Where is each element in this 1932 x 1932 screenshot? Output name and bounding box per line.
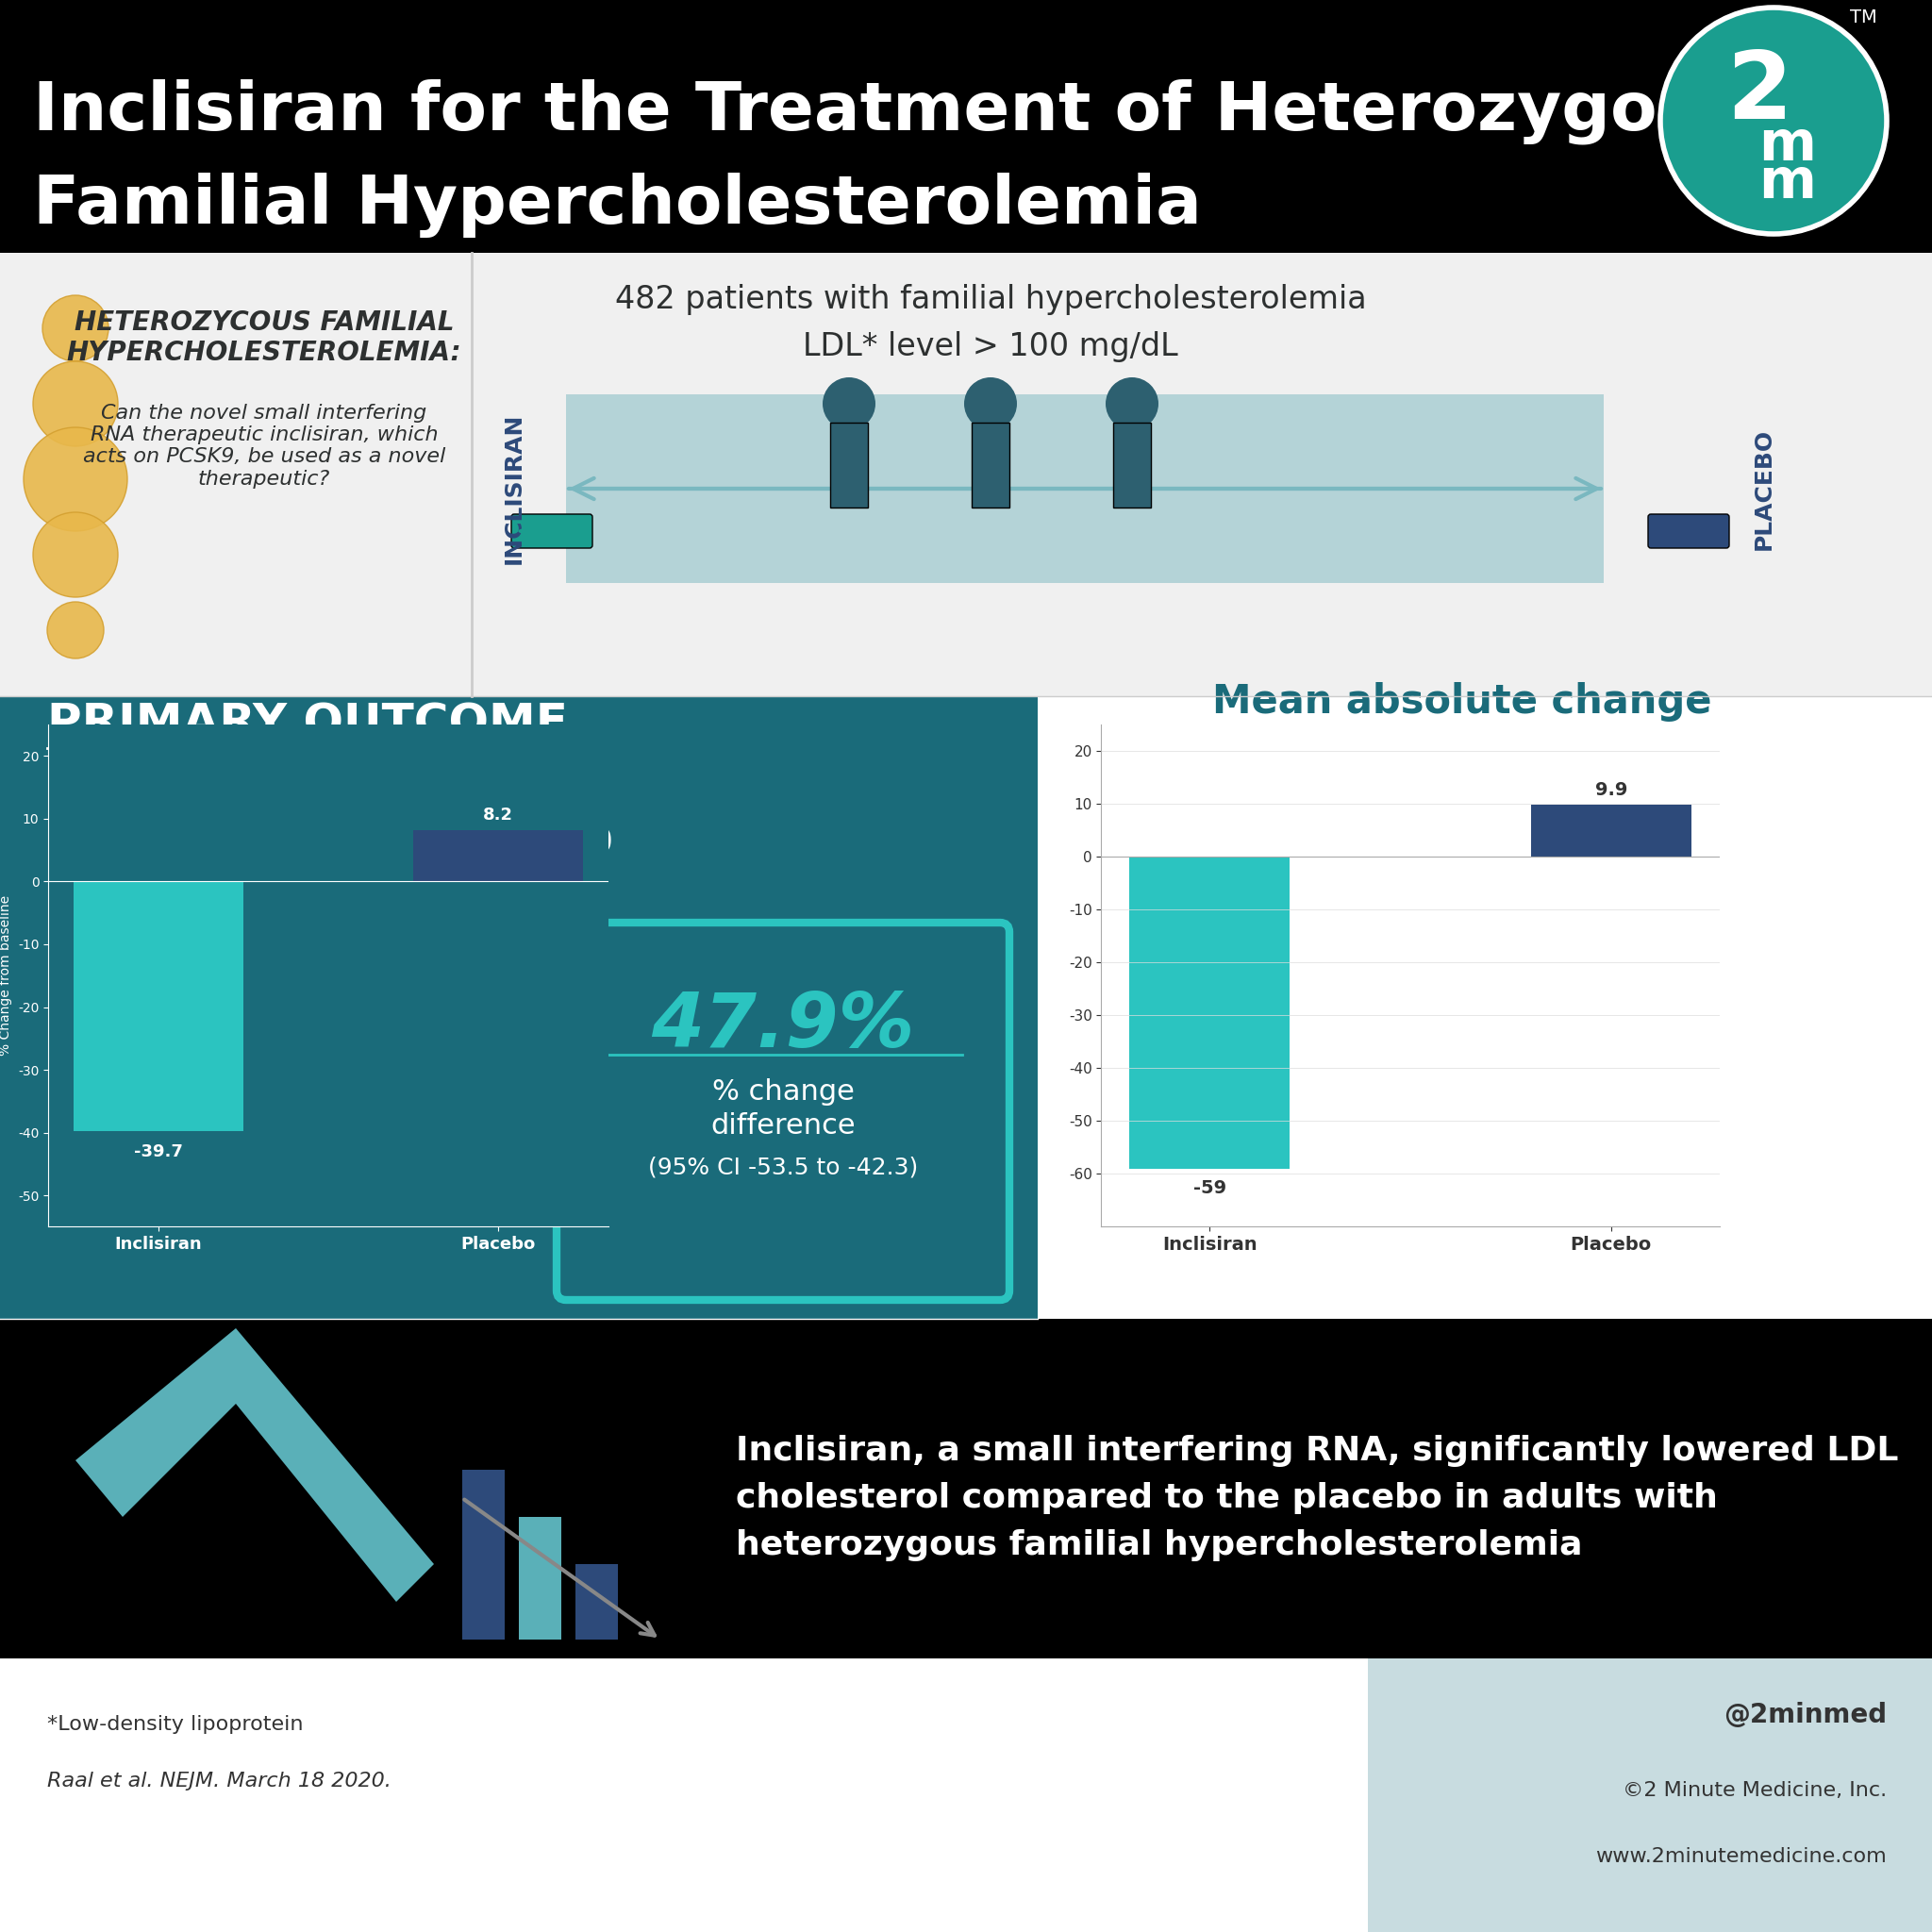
Circle shape: [1105, 377, 1159, 431]
Text: 8.2: 8.2: [483, 808, 514, 823]
Text: % Change from baseline of the: % Change from baseline of the: [46, 784, 574, 815]
Bar: [1130, 856, 1291, 1169]
Text: 9.9: 9.9: [1596, 781, 1627, 800]
Text: heterozygous familial hypercholesterolemia: heterozygous familial hypercholesterolem…: [736, 1530, 1582, 1561]
Circle shape: [823, 377, 875, 431]
Circle shape: [43, 296, 108, 361]
Bar: [1530, 804, 1690, 856]
Text: 47.9%: 47.9%: [651, 989, 914, 1063]
Text: Raal et al. NEJM. March 18 2020.: Raal et al. NEJM. March 18 2020.: [46, 1772, 392, 1791]
Text: 482 patients with familial hypercholesterolemia: 482 patients with familial hypercholeste…: [614, 284, 1366, 315]
Text: PRIMARY OUTCOME: PRIMARY OUTCOME: [46, 701, 568, 748]
Circle shape: [1660, 8, 1888, 234]
Text: *Low-density lipoprotein: *Low-density lipoprotein: [46, 1716, 303, 1733]
FancyBboxPatch shape: [972, 423, 1009, 508]
Text: INCLISIRAN: INCLISIRAN: [502, 413, 526, 564]
FancyBboxPatch shape: [0, 696, 1037, 1320]
Circle shape: [23, 427, 128, 531]
FancyBboxPatch shape: [0, 0, 1932, 253]
FancyBboxPatch shape: [831, 423, 867, 508]
Circle shape: [964, 377, 1016, 431]
FancyBboxPatch shape: [0, 1320, 1932, 1658]
Text: -39.7: -39.7: [133, 1144, 184, 1161]
FancyBboxPatch shape: [566, 394, 1604, 583]
FancyBboxPatch shape: [1113, 423, 1151, 508]
Text: LDL cholesterol levels at day 510: LDL cholesterol levels at day 510: [46, 827, 612, 858]
FancyBboxPatch shape: [0, 253, 1932, 696]
Bar: [73, 881, 243, 1130]
Text: Familial Hypercholesterolemia: Familial Hypercholesterolemia: [33, 174, 1202, 238]
Text: m: m: [1758, 118, 1816, 172]
Text: difference: difference: [711, 1111, 856, 1140]
Circle shape: [46, 603, 104, 659]
FancyBboxPatch shape: [1368, 1658, 1932, 1932]
FancyBboxPatch shape: [576, 1565, 618, 1640]
Text: Can the novel small interfering
RNA therapeutic inclisiran, which
acts on PCSK9,: Can the novel small interfering RNA ther…: [83, 404, 446, 489]
Text: m: m: [1758, 155, 1816, 209]
Text: cholesterol compared to the placebo in adults with: cholesterol compared to the placebo in a…: [736, 1482, 1718, 1515]
Bar: [413, 831, 583, 881]
FancyBboxPatch shape: [1037, 696, 1932, 1320]
FancyBboxPatch shape: [512, 514, 593, 549]
Polygon shape: [75, 1329, 435, 1602]
Text: www.2minutemedicine.com: www.2minutemedicine.com: [1596, 1847, 1888, 1866]
Text: Inclisiran for the Treatment of Heterozygous: Inclisiran for the Treatment of Heterozy…: [33, 79, 1747, 145]
Text: TM: TM: [1849, 8, 1876, 25]
Text: PLACEBO: PLACEBO: [1752, 427, 1776, 549]
FancyBboxPatch shape: [0, 1658, 1932, 1932]
FancyBboxPatch shape: [520, 1517, 562, 1640]
Circle shape: [33, 512, 118, 597]
FancyBboxPatch shape: [1648, 514, 1729, 549]
FancyBboxPatch shape: [556, 923, 1009, 1300]
Text: (95% CI -53.5 to -42.3): (95% CI -53.5 to -42.3): [647, 1157, 918, 1179]
Text: 2: 2: [1727, 46, 1793, 139]
Text: Inclisiran, a small interfering RNA, significantly lowered LDL: Inclisiran, a small interfering RNA, sig…: [736, 1435, 1899, 1466]
Text: Mean absolute change
in LDL (mg/dL): Mean absolute change in LDL (mg/dL): [1213, 682, 1712, 767]
Text: -59: -59: [1194, 1179, 1227, 1198]
Text: @2minmed: @2minmed: [1723, 1702, 1888, 1729]
Text: HETEROZYCOUS FAMILIAL
HYPERCHOLESTEROLEMIA:: HETEROZYCOUS FAMILIAL HYPERCHOLESTEROLEM…: [68, 309, 462, 367]
Circle shape: [33, 361, 118, 446]
Y-axis label: % Change from baseline: % Change from baseline: [0, 895, 14, 1057]
Text: % change: % change: [711, 1078, 854, 1107]
Text: LDL* level > 100 mg/dL: LDL* level > 100 mg/dL: [804, 332, 1179, 363]
Text: ©2 Minute Medicine, Inc.: ©2 Minute Medicine, Inc.: [1623, 1781, 1888, 1801]
FancyBboxPatch shape: [462, 1470, 504, 1640]
